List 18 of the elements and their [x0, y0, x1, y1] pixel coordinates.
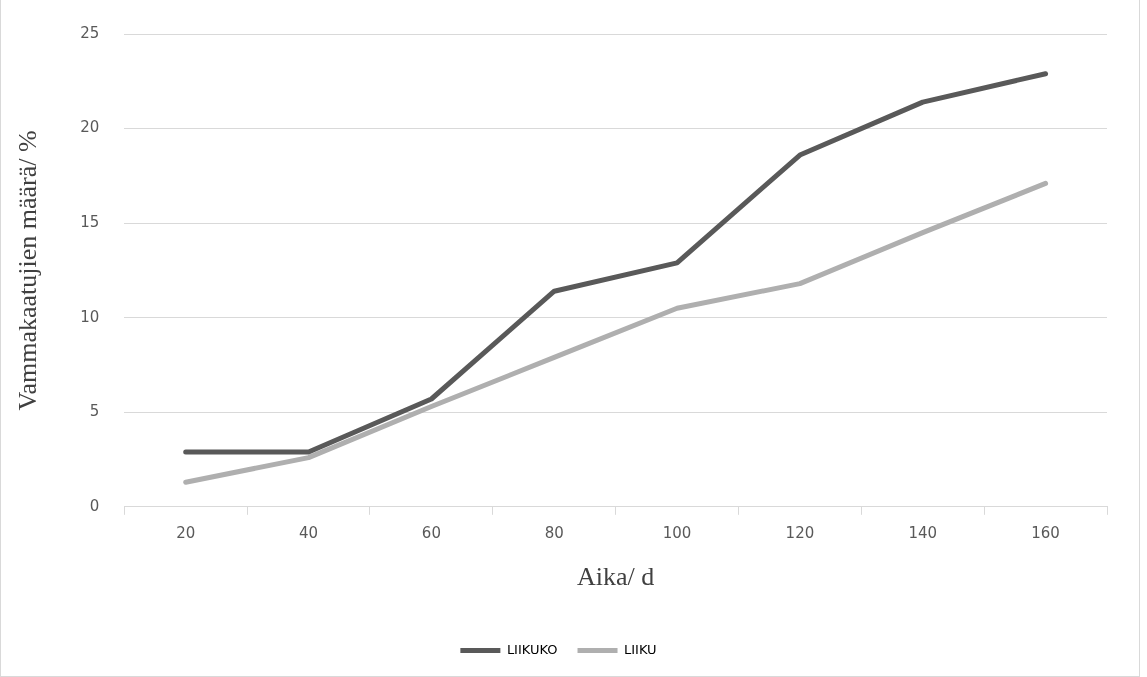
y-tick-label: 10: [80, 307, 100, 326]
x-tick-label: 80: [544, 523, 564, 542]
y-tick-label: 0: [89, 496, 100, 515]
x-tick-label: 160: [1031, 523, 1060, 542]
x-axis-title: Aika/ d: [577, 562, 655, 592]
x-tick-label: 40: [299, 523, 319, 542]
y-tick-label: 25: [80, 23, 100, 42]
x-tick-label: 100: [662, 523, 692, 542]
y-axis-title: Vammakaatujien määrä/ %: [13, 130, 43, 411]
legend-label: LIIKU: [624, 641, 657, 657]
x-tick-label: 20: [176, 523, 196, 542]
y-tick-label: 5: [89, 402, 100, 421]
y-tick-label: 15: [80, 213, 100, 232]
x-tick-label: 120: [785, 523, 815, 542]
x-tick-label: 140: [908, 523, 938, 542]
y-tick-label: 20: [80, 118, 100, 137]
legend-label: LIIKUKO: [506, 641, 558, 657]
x-tick-label: 60: [421, 523, 441, 542]
